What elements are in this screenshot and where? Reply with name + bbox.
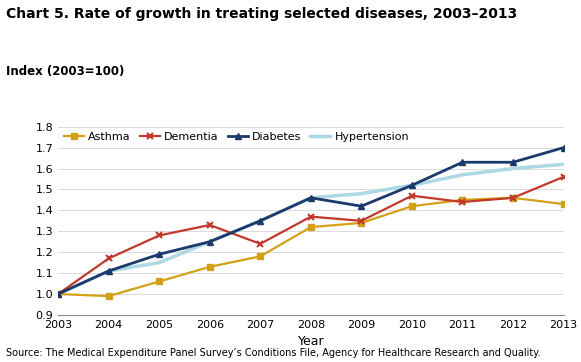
Asthma <box>105 294 112 298</box>
X-axis label: Year: Year <box>297 335 324 348</box>
Legend: Asthma, Dementia, Diabetes, Hypertension: Asthma, Dementia, Diabetes, Hypertension <box>64 132 410 142</box>
Diabetes <box>55 292 62 296</box>
Dementia <box>510 195 517 200</box>
Diabetes <box>257 219 264 223</box>
Dementia <box>105 256 112 261</box>
Text: Index (2003=100): Index (2003=100) <box>6 65 124 78</box>
Asthma <box>510 195 517 200</box>
Hypertension <box>510 167 517 171</box>
Hypertension <box>408 183 415 188</box>
Hypertension <box>55 292 62 296</box>
Line: Hypertension: Hypertension <box>58 164 564 294</box>
Hypertension <box>156 261 163 265</box>
Diabetes <box>156 252 163 256</box>
Dementia <box>408 194 415 198</box>
Dementia <box>257 242 264 246</box>
Asthma <box>307 225 314 229</box>
Hypertension <box>206 240 213 244</box>
Dementia <box>307 214 314 219</box>
Hypertension <box>459 173 466 177</box>
Diabetes <box>206 240 213 244</box>
Hypertension <box>105 269 112 273</box>
Text: Source: The Medical Expenditure Panel Survey’s Conditions File, Agency for Healt: Source: The Medical Expenditure Panel Su… <box>6 348 540 358</box>
Text: Chart 5. Rate of growth in treating selected diseases, 2003–2013: Chart 5. Rate of growth in treating sele… <box>6 7 517 21</box>
Asthma <box>156 279 163 284</box>
Dementia <box>560 175 567 179</box>
Dementia <box>358 219 365 223</box>
Dementia <box>55 292 62 296</box>
Hypertension <box>560 162 567 167</box>
Diabetes <box>105 269 112 273</box>
Dementia <box>156 233 163 237</box>
Asthma <box>257 254 264 258</box>
Dementia <box>459 200 466 204</box>
Asthma <box>206 265 213 269</box>
Hypertension <box>307 195 314 200</box>
Diabetes <box>408 183 415 188</box>
Dementia <box>206 223 213 227</box>
Line: Diabetes: Diabetes <box>55 144 567 298</box>
Diabetes <box>459 160 466 164</box>
Asthma <box>560 202 567 206</box>
Diabetes <box>510 160 517 164</box>
Line: Asthma: Asthma <box>55 195 566 299</box>
Asthma <box>459 198 466 202</box>
Diabetes <box>560 146 567 150</box>
Hypertension <box>257 219 264 223</box>
Asthma <box>55 292 62 296</box>
Asthma <box>408 204 415 209</box>
Hypertension <box>358 191 365 196</box>
Asthma <box>358 221 365 225</box>
Line: Dementia: Dementia <box>55 173 567 298</box>
Diabetes <box>358 204 365 209</box>
Diabetes <box>307 195 314 200</box>
